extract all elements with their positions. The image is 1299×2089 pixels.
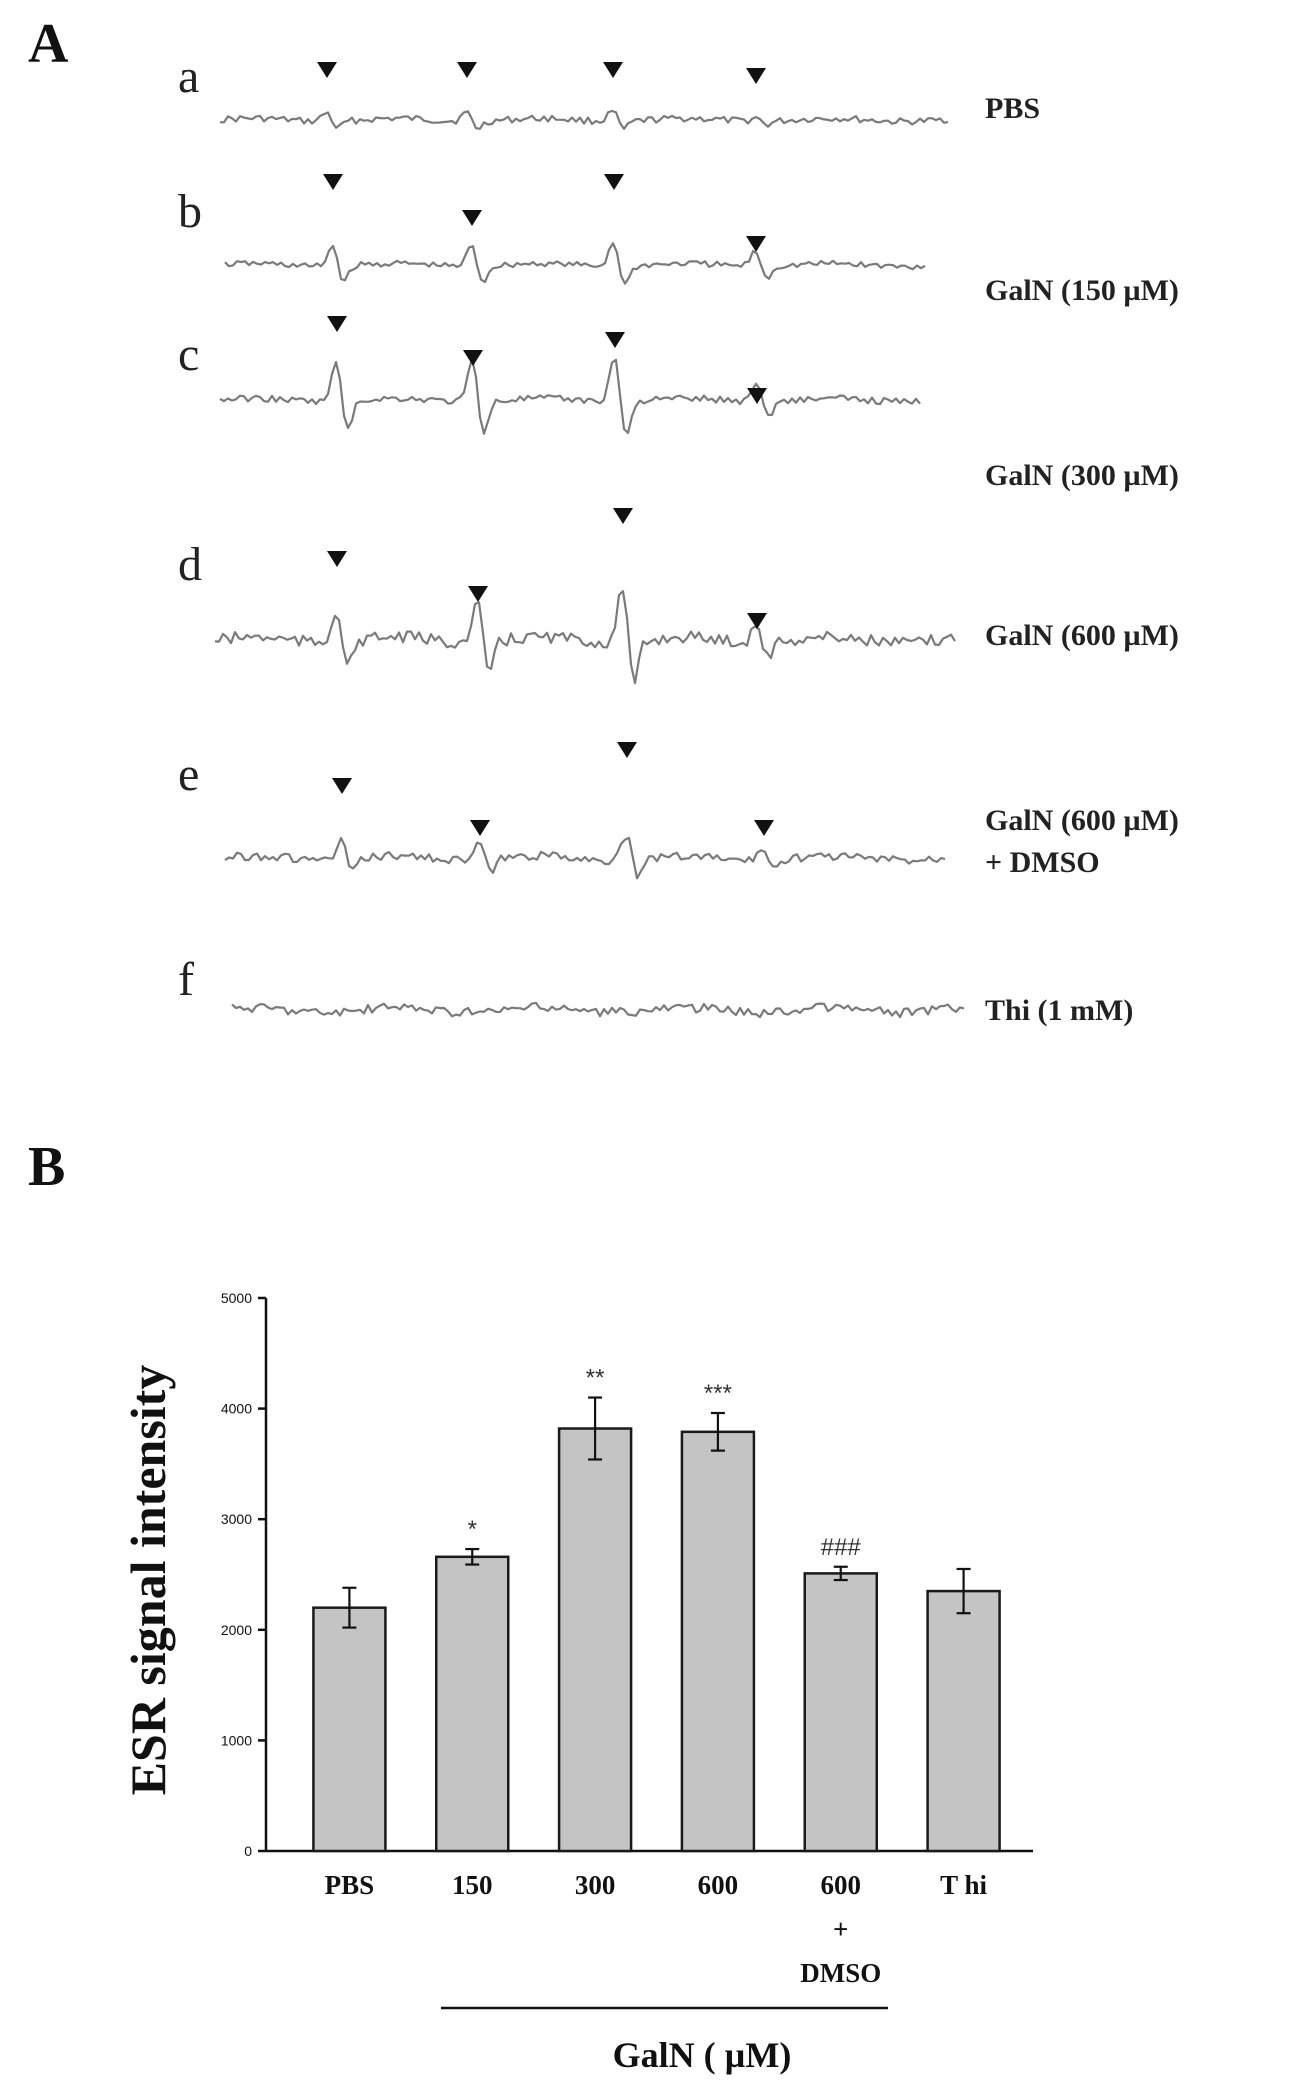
- spectrum-row-a: a PBS: [178, 50, 1040, 130]
- x-tick-label: 300: [575, 1870, 616, 1900]
- spectrum-condition-line: GalN (300 µM): [985, 459, 1179, 492]
- y-ticks: 0 1000 2000 3000 4000 5000: [221, 1290, 266, 1859]
- spectrum-condition-label: Thi (1 mM): [985, 994, 1133, 1027]
- peak-marker-icon: [746, 68, 766, 84]
- spectrum-condition-label: GalN (150 µM): [985, 274, 1179, 307]
- spectrum-row-b: b GalN (150 µM): [178, 174, 1179, 307]
- esr-spectra: a PBS b GalN (150 µM) c GalN (300 µM) d GalN (6…: [178, 50, 1179, 1027]
- peak-marker-icon: [457, 62, 477, 78]
- y-tick-label: 4000: [221, 1401, 252, 1417]
- spectrum-row-e: e GalN (600 µM) + DMSO: [178, 742, 1179, 880]
- x-tick-label-line: T hi: [940, 1870, 987, 1900]
- x-tick-label: T hi: [940, 1870, 987, 1900]
- panel-a: A a PBS b GalN (150 µM) c GalN (300 µM) d GalN …: [28, 13, 1179, 1027]
- bar: [435, 1555, 510, 1853]
- bar: [926, 1589, 1001, 1853]
- x-tick-label: 600: [698, 1870, 739, 1900]
- x-ticks: PBS 150 300 600 600 + DMSO T hi: [325, 1870, 988, 1988]
- x-tick-label: PBS: [325, 1870, 375, 1900]
- y-axis-label: ESR signal intensity: [120, 1365, 176, 1796]
- spectrum-row-letter: e: [178, 748, 199, 801]
- y-tick-label: 2000: [221, 1622, 252, 1638]
- significance-label: *: [468, 1516, 477, 1543]
- bar: [557, 1427, 633, 1853]
- bar-chart: ESR signal intensity 0 1000 2000 3000 4000 50…: [120, 1290, 1033, 2075]
- spectrum-condition-label: GalN (600 µM) + DMSO: [985, 804, 1179, 879]
- peak-marker-icon: [747, 388, 767, 404]
- panel-b: B ESR signal intensity 0 1000 2000 3000 4000…: [28, 1136, 1033, 2075]
- peak-marker-icon: [603, 62, 623, 78]
- x-tick-label: 600 + DMSO: [800, 1870, 881, 1988]
- spectrum-condition-label: GalN (600 µM): [985, 619, 1179, 652]
- spectrum-condition-line: GalN (600 µM): [985, 804, 1179, 837]
- peak-marker-icon: [462, 210, 482, 226]
- spectrum-trace: [231, 1001, 965, 1019]
- spectrum-trace: [219, 357, 921, 435]
- significance-label: ###: [821, 1534, 862, 1561]
- spectrum-row-letter: d: [178, 538, 202, 591]
- x-tick-label-line: 600: [698, 1870, 739, 1900]
- significance-label: **: [586, 1365, 605, 1392]
- x-tick-label-line: DMSO: [800, 1958, 881, 1988]
- spectrum-condition-line: GalN (600 µM): [985, 619, 1179, 652]
- peak-marker-icon: [746, 236, 766, 252]
- peak-marker-icon: [327, 551, 347, 567]
- spectrum-row-letter: a: [178, 50, 199, 103]
- panel-a-letter: A: [28, 13, 69, 75]
- y-tick-label: 5000: [221, 1290, 252, 1306]
- peak-marker-icon: [613, 508, 633, 524]
- spectrum-row-letter: b: [178, 185, 202, 238]
- peak-marker-icon: [332, 778, 352, 794]
- spectrum-trace: [224, 242, 926, 285]
- peak-marker-icon: [754, 820, 774, 836]
- spectrum-trace: [224, 836, 946, 880]
- peak-marker-icon: [605, 332, 625, 348]
- x-tick-label-line: PBS: [325, 1870, 375, 1900]
- spectrum-condition-line: Thi (1 mM): [985, 994, 1133, 1027]
- peak-marker-icon: [747, 613, 767, 629]
- spectrum-row-d: d GalN (600 µM): [178, 508, 1179, 685]
- bar: [680, 1430, 756, 1853]
- spectrum-row-f: f Thi (1 mM): [178, 953, 1133, 1027]
- bar: [803, 1572, 878, 1853]
- spectrum-trace: [220, 109, 949, 130]
- spectrum-condition-label: GalN (300 µM): [985, 459, 1179, 492]
- spectrum-row-letter: c: [178, 328, 199, 381]
- x-tick-label-line: 150: [452, 1870, 493, 1900]
- spectrum-row-letter: f: [178, 953, 194, 1006]
- peak-marker-icon: [617, 742, 637, 758]
- peak-marker-icon: [470, 820, 490, 836]
- x-tick-label-line: +: [833, 1914, 848, 1944]
- peak-marker-icon: [468, 586, 488, 602]
- spectrum-condition-line: + DMSO: [985, 846, 1100, 879]
- panel-b-letter: B: [28, 1136, 65, 1198]
- spectrum-row-c: c GalN (300 µM): [178, 316, 1179, 492]
- spectrum-trace: [214, 590, 956, 685]
- spectrum-condition-line: GalN (150 µM): [985, 274, 1179, 307]
- spectrum-condition-line: PBS: [985, 92, 1040, 125]
- peak-marker-icon: [327, 316, 347, 332]
- peak-marker-icon: [323, 174, 343, 190]
- y-tick-label: 3000: [221, 1511, 252, 1527]
- y-tick-label: 0: [244, 1843, 252, 1859]
- spectrum-condition-label: PBS: [985, 92, 1040, 125]
- peak-marker-icon: [604, 174, 624, 190]
- y-tick-label: 1000: [221, 1732, 252, 1748]
- bar: [312, 1606, 387, 1853]
- x-tick-label: 150: [452, 1870, 493, 1900]
- group-label: GalN ( µM): [613, 2035, 792, 2075]
- peak-marker-icon: [463, 350, 483, 366]
- x-tick-label-line: 600: [821, 1870, 862, 1900]
- peak-marker-icon: [317, 62, 337, 78]
- bars: ******###: [312, 1365, 1001, 1853]
- significance-label: ***: [704, 1380, 732, 1407]
- x-tick-label-line: 300: [575, 1870, 616, 1900]
